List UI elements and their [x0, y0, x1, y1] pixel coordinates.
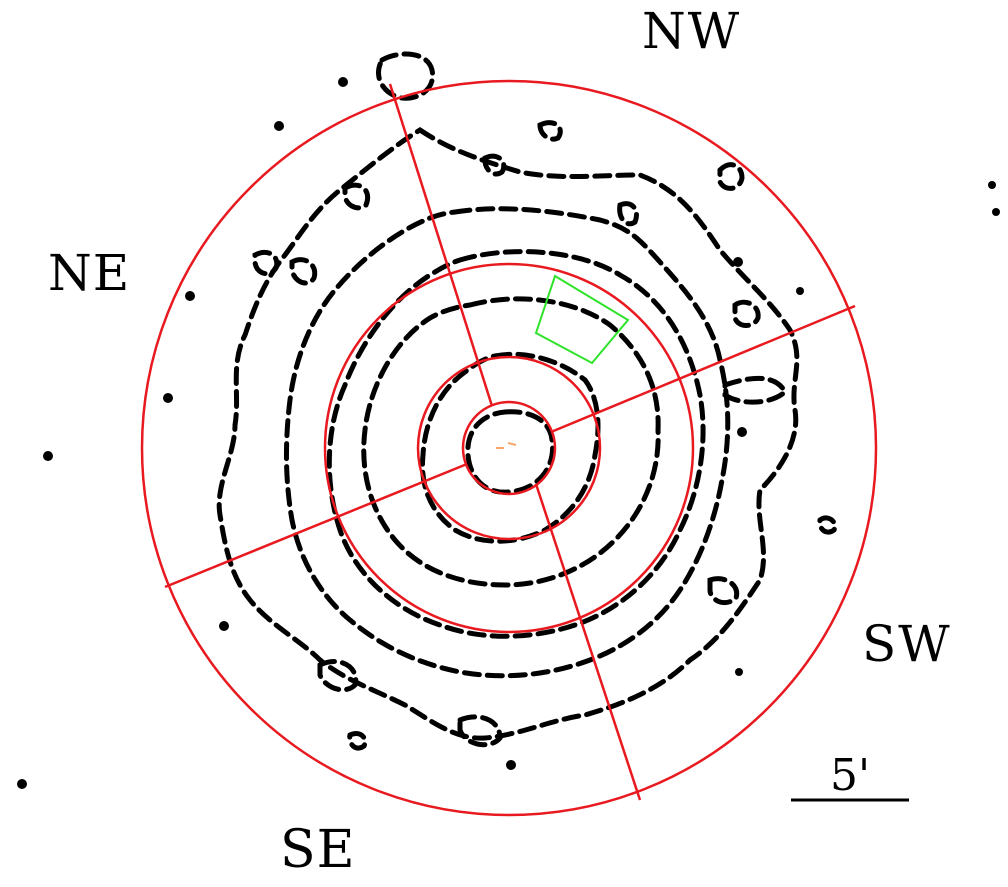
annular-regions	[140, 79, 878, 817]
sector-line-se	[164, 462, 468, 589]
contour-blob	[482, 153, 507, 177]
contour-level-6	[216, 127, 800, 741]
center-marker	[496, 442, 517, 449]
contour-blob	[317, 659, 359, 693]
contour-blob	[252, 249, 280, 277]
annulus-1	[461, 400, 557, 496]
contour-blob	[717, 162, 745, 191]
direction-label-se: SE	[280, 820, 356, 880]
contour-level-2	[419, 351, 601, 544]
contour-blob	[817, 515, 838, 535]
sector-line-sw	[534, 483, 642, 801]
contour-blob	[732, 299, 761, 328]
contour-blob	[537, 120, 563, 142]
sector-line-ne	[388, 83, 494, 407]
contour-blob	[617, 201, 639, 227]
sector-line-nw	[550, 304, 856, 434]
annulus-4	[140, 79, 878, 817]
sector-dividers	[164, 83, 856, 801]
annulus-2	[416, 355, 602, 541]
contour-blob	[342, 182, 370, 211]
direction-label-sw: SW	[862, 615, 952, 673]
contour-blob	[707, 576, 740, 605]
contour-blob	[722, 375, 789, 405]
contour-level-3	[361, 296, 661, 588]
point-sources	[17, 77, 1000, 789]
contour-blob	[457, 714, 503, 748]
contour-level-4	[326, 249, 706, 639]
contour-level-5	[283, 206, 731, 679]
direction-label-nw: NW	[642, 2, 742, 60]
direction-label-ne: NE	[48, 244, 131, 302]
contour-level-1	[465, 409, 556, 495]
scale-bar-label: 5'	[830, 750, 871, 801]
annulus-3	[323, 262, 695, 634]
contour-blob	[347, 730, 368, 751]
selected-region-box	[534, 274, 630, 365]
surface-brightness-contours	[216, 51, 838, 751]
contour-blob	[289, 257, 318, 286]
